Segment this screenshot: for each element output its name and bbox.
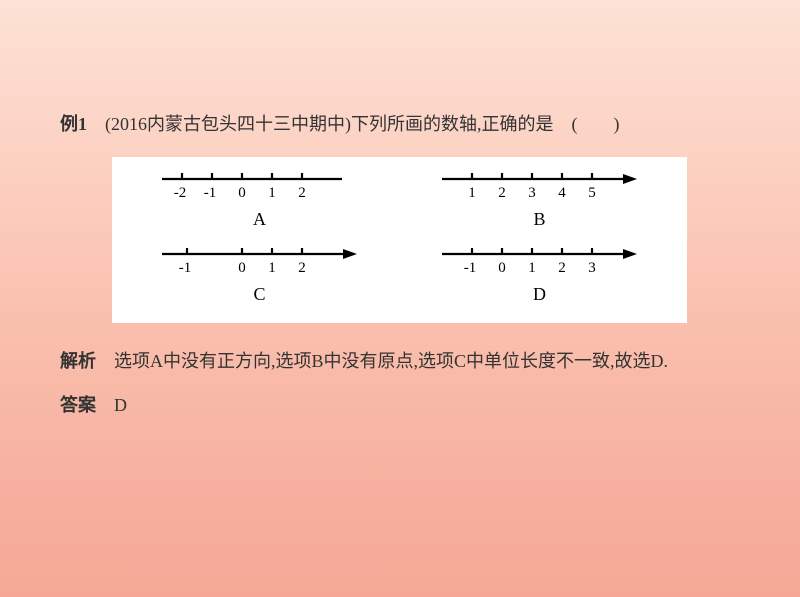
question-stem: 下列所画的数轴,正确的是 (351, 114, 554, 134)
svg-text:1: 1 (468, 185, 476, 201)
option-B-box: 1 2 3 4 5 B (412, 167, 667, 242)
number-line-B: 1 2 3 4 5 (422, 167, 657, 203)
question-line: 例1 (2016内蒙古包头四十三中期中)下列所画的数轴,正确的是 ( ) (60, 110, 740, 139)
svg-text:5: 5 (588, 185, 596, 201)
answer-value: D (114, 395, 127, 415)
number-line-diagram-panel: -2 -1 0 1 2 A 1 2 3 4 5 B -1 0 1 2 C -1 0 1 2 3 D (112, 157, 687, 323)
paren-open: ( (572, 114, 578, 134)
svg-text:2: 2 (498, 185, 506, 201)
svg-text:4: 4 (558, 185, 566, 201)
number-line-A: -2 -1 0 1 2 (142, 167, 377, 203)
svg-text:-1: -1 (179, 260, 192, 276)
svg-text:1: 1 (268, 185, 276, 201)
answer-label: 答案 (60, 395, 96, 415)
svg-text:0: 0 (238, 185, 246, 201)
option-A-label: A (132, 209, 387, 230)
option-B-label: B (412, 209, 667, 230)
solution-text: 选项A中没有正方向,选项B中没有原点,选项C中单位长度不一致,故选D. (114, 351, 668, 371)
svg-text:1: 1 (528, 260, 536, 276)
option-D-box: -1 0 1 2 3 D (412, 242, 667, 317)
option-A-box: -2 -1 0 1 2 A (132, 167, 387, 242)
solution-label: 解析 (60, 351, 96, 371)
svg-text:2: 2 (298, 260, 306, 276)
option-C-box: -1 0 1 2 C (132, 242, 387, 317)
option-D-label: D (412, 284, 667, 305)
svg-text:-1: -1 (464, 260, 477, 276)
svg-text:0: 0 (498, 260, 506, 276)
svg-text:0: 0 (238, 260, 246, 276)
solution-block: 解析 选项A中没有正方向,选项B中没有原点,选项C中单位长度不一致,故选D. (60, 343, 740, 381)
example-label: 例1 (60, 114, 87, 134)
number-line-C: -1 0 1 2 (142, 242, 377, 278)
svg-text:-1: -1 (204, 185, 217, 201)
svg-text:1: 1 (268, 260, 276, 276)
svg-text:2: 2 (558, 260, 566, 276)
number-line-D: -1 0 1 2 3 (422, 242, 657, 278)
svg-text:3: 3 (528, 185, 536, 201)
question-source: (2016内蒙古包头四十三中期中) (105, 114, 351, 134)
option-C-label: C (132, 284, 387, 305)
paren-close: ) (614, 114, 620, 134)
svg-text:3: 3 (588, 260, 596, 276)
svg-text:-2: -2 (174, 185, 187, 201)
svg-text:2: 2 (298, 185, 306, 201)
answer-block: 答案 D (60, 391, 740, 417)
